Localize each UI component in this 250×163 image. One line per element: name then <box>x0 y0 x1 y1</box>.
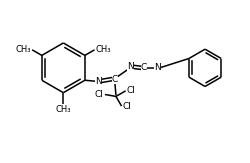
Text: C: C <box>140 63 146 72</box>
Text: Cl: Cl <box>122 102 131 111</box>
Text: Cl: Cl <box>94 90 103 99</box>
Text: N: N <box>95 77 102 86</box>
Text: CH₃: CH₃ <box>15 45 31 54</box>
Text: C: C <box>111 74 117 83</box>
Text: CH₃: CH₃ <box>55 105 71 114</box>
Text: Cl: Cl <box>126 86 135 95</box>
Text: CH₃: CH₃ <box>96 45 111 54</box>
Text: N: N <box>126 62 133 71</box>
Text: N: N <box>154 63 160 72</box>
